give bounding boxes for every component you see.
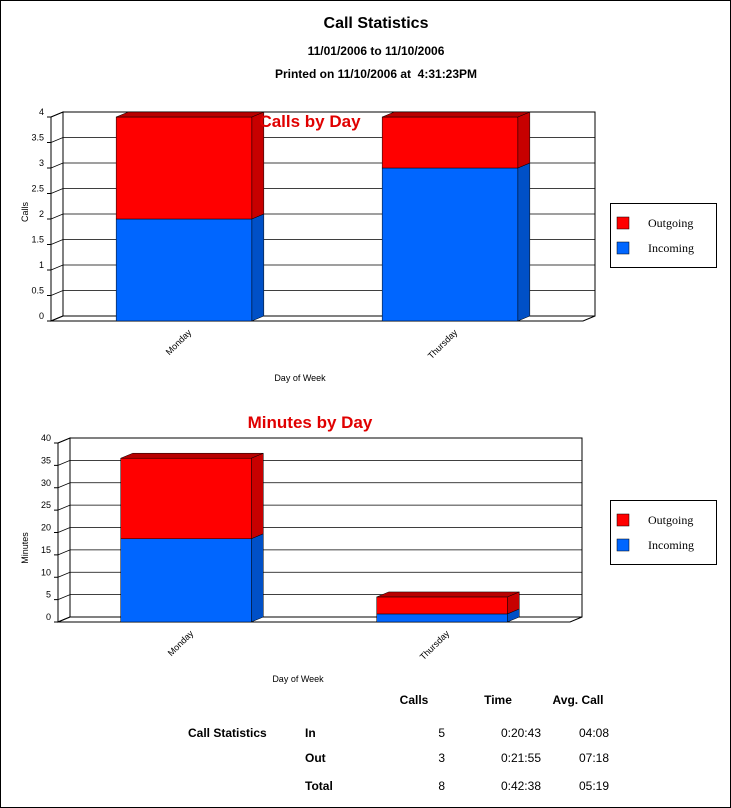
y-tick-label: 2 [39, 209, 44, 219]
y-tick-label: 5 [46, 590, 51, 600]
legend-swatch [616, 216, 630, 230]
y-tick-label: 15 [41, 545, 51, 555]
x-axis-label: Day of Week [272, 674, 324, 684]
table-cell: 8 [438, 779, 445, 793]
legend-label: Incoming [648, 241, 694, 255]
y-tick-label: 1 [39, 260, 44, 270]
date-range: 11/01/2006 to 11/10/2006 [308, 44, 445, 58]
y-tick-label: 20 [41, 523, 51, 533]
table-cell: 0:21:55 [501, 751, 541, 765]
grid-line [57, 482, 582, 489]
bar-top [376, 591, 520, 598]
bar-side [517, 111, 531, 169]
bar-side [251, 533, 264, 623]
bar-top [382, 111, 530, 118]
legend-label: Outgoing [648, 216, 693, 230]
legend-label: Incoming [648, 538, 694, 552]
bar [381, 167, 519, 322]
y-tick-label: 40 [41, 433, 51, 443]
bar [115, 218, 253, 322]
grid-line [57, 571, 582, 578]
bar-side [251, 452, 264, 540]
y-axis-label: Minutes [20, 532, 30, 564]
table-cell: 3 [438, 751, 445, 765]
y-tick-label: 0.5 [31, 286, 44, 296]
table-cell: 05:19 [579, 779, 609, 793]
legend-swatch [616, 241, 630, 255]
bar [120, 538, 252, 623]
y-tick-label: 3 [39, 158, 44, 168]
table-cell: 07:18 [579, 751, 609, 765]
y-tick-label: 4 [39, 107, 44, 117]
column-header: Calls [400, 693, 429, 707]
y-tick-label: 3.5 [31, 133, 44, 143]
legend-swatch [616, 538, 630, 552]
bar [120, 457, 252, 540]
y-tick-label: 25 [41, 500, 51, 510]
bar-side [517, 162, 531, 322]
row-label: Out [305, 751, 326, 765]
grid-line [57, 504, 582, 511]
report-title: Call Statistics [324, 15, 429, 32]
chart-title: Minutes by Day [248, 413, 373, 432]
legend-label: Outgoing [648, 513, 693, 527]
row-label: Total [305, 779, 333, 793]
table-cell: 04:08 [579, 726, 609, 740]
y-tick-label: 0 [39, 311, 44, 321]
y-tick-label: 30 [41, 478, 51, 488]
bar [376, 596, 508, 615]
bar-side [251, 213, 265, 322]
table-cell: 0:20:43 [501, 726, 541, 740]
grid-line [57, 549, 582, 556]
row-label: In [305, 726, 316, 740]
table-label: Call Statistics [188, 726, 267, 740]
y-axis-label: Calls [20, 202, 30, 223]
y-tick-label: 0 [46, 612, 51, 622]
bar-top [120, 452, 264, 459]
x-axis-label: Day of Week [274, 373, 326, 383]
grid-line [57, 527, 582, 533]
printed-on: Printed on 11/10/2006 at 4:31:23PM [275, 67, 477, 81]
bar-top [116, 111, 264, 118]
table-cell: 0:42:38 [501, 779, 541, 793]
y-tick-label: 10 [41, 567, 51, 577]
bar [115, 116, 253, 220]
chart-title: Calls by Day [259, 112, 361, 131]
grid-line [57, 459, 582, 466]
grid-line [57, 437, 582, 444]
legend-box [610, 203, 717, 268]
bar [381, 116, 519, 169]
table-cell: 5 [438, 726, 445, 740]
legend-box [610, 500, 717, 565]
column-header: Time [484, 693, 512, 707]
column-header: Avg. Call [553, 693, 604, 707]
bar [376, 613, 508, 623]
y-tick-label: 1.5 [31, 235, 44, 245]
y-tick-label: 2.5 [31, 184, 44, 194]
legend-swatch [616, 513, 630, 527]
y-tick-label: 35 [41, 455, 51, 465]
